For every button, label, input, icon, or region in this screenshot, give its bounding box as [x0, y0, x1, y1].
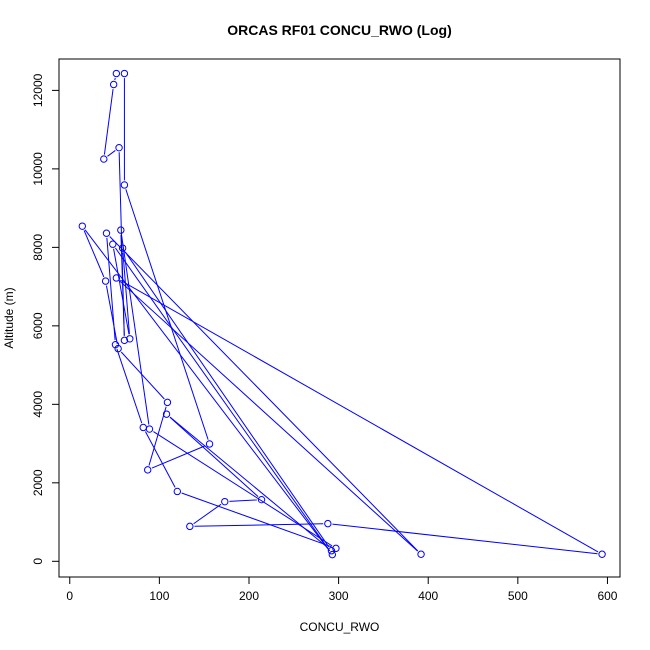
data-point	[145, 425, 154, 433]
data-point	[118, 244, 127, 252]
series-segment	[169, 416, 259, 497]
series-segment	[115, 247, 331, 552]
y-tick-label: 12000	[31, 73, 45, 107]
y-tick-label: 6000	[31, 312, 45, 339]
data-point	[117, 226, 125, 234]
data-point	[78, 222, 87, 230]
series-segment	[151, 445, 206, 469]
data-point	[173, 487, 181, 496]
series-segment	[109, 236, 419, 552]
data-point	[120, 336, 129, 345]
chart-title: ORCAS RF01 CONCU_RWO (Log)	[227, 22, 452, 38]
series-segment	[116, 348, 143, 424]
series-segment	[124, 251, 330, 548]
series-segment	[122, 252, 130, 335]
series-segment	[194, 523, 324, 527]
series-segment	[105, 285, 118, 345]
series-segment	[113, 248, 130, 335]
series-segment	[107, 150, 116, 157]
y-tick-label: 8000	[31, 234, 45, 261]
series-segment	[125, 189, 209, 440]
plot-frame	[58, 58, 621, 578]
data-point	[144, 466, 152, 474]
y-tick-label: 10000	[31, 152, 45, 186]
series-segment	[119, 280, 418, 552]
x-tick-label: 100	[149, 589, 169, 603]
series-segment	[83, 230, 105, 278]
data-layer	[78, 69, 606, 559]
y-tick-label: 0	[31, 558, 45, 565]
data-point	[162, 410, 171, 418]
x-tick-label: 200	[239, 589, 259, 603]
series-segment	[84, 229, 330, 552]
series-segment	[103, 89, 114, 155]
x-tick-label: 400	[418, 589, 438, 603]
data-point	[115, 143, 123, 152]
y-axis-label: Altitude (m)	[2, 287, 16, 348]
data-point	[205, 440, 214, 448]
series-segment	[144, 431, 176, 488]
data-point	[111, 340, 120, 349]
series-segment	[120, 234, 150, 425]
data-point	[120, 181, 129, 189]
series-segment	[332, 523, 598, 555]
series-segment	[106, 237, 116, 341]
data-point	[112, 69, 121, 78]
data-point	[101, 277, 110, 285]
data-point	[109, 240, 117, 248]
x-axis-label: CONCU_RWO	[300, 620, 380, 634]
data-point	[324, 519, 332, 528]
series-segment	[193, 503, 222, 525]
data-point	[120, 69, 129, 78]
y-tick-label: 2000	[31, 469, 45, 496]
data-point	[417, 550, 425, 558]
data-point	[332, 544, 340, 553]
series-segment	[181, 492, 332, 548]
data-point	[186, 522, 194, 531]
data-point	[102, 229, 111, 237]
series-segment	[120, 279, 599, 553]
data-point	[328, 550, 337, 559]
x-tick-label: 500	[508, 589, 528, 603]
series-segment	[118, 152, 125, 336]
series-segment	[153, 431, 333, 547]
x-tick-label: 0	[66, 589, 73, 603]
data-point	[126, 335, 134, 343]
series-segment	[114, 77, 116, 81]
series-segment	[229, 499, 257, 502]
series-segment	[120, 351, 165, 400]
series-segment	[148, 406, 167, 466]
data-point	[257, 495, 266, 504]
data-point	[327, 547, 336, 555]
data-point	[100, 155, 108, 163]
data-point	[163, 398, 172, 407]
data-point	[109, 80, 118, 89]
x-tick-label: 600	[597, 589, 617, 603]
data-point	[139, 423, 147, 432]
x-axis: 0 100 200 300 400 500 600	[66, 577, 618, 603]
y-axis: 0 2000 4000 6000 8000 10000 12000	[31, 73, 59, 565]
data-point	[112, 274, 121, 282]
data-point	[598, 550, 606, 558]
y-tick-label: 4000	[31, 391, 45, 418]
data-point	[221, 497, 229, 506]
x-tick-label: 300	[329, 589, 349, 603]
